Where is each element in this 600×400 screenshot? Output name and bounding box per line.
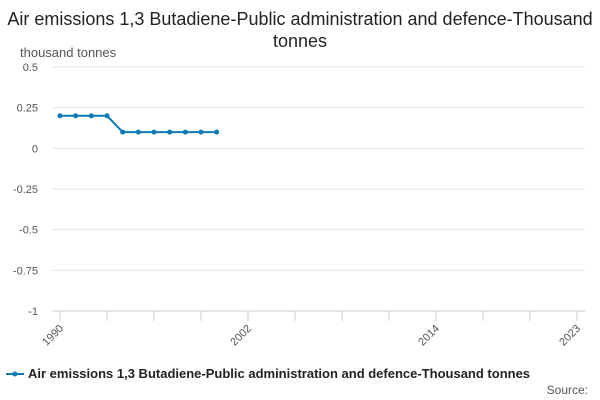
y-tick-label: -1 — [28, 306, 38, 318]
y-tick-label: -0.75 — [13, 265, 38, 277]
x-tick-label: 2002 — [228, 323, 254, 349]
legend-series-label: Air emissions 1,3 Butadiene-Public admin… — [28, 366, 531, 381]
x-tick-label: 2023 — [557, 323, 583, 349]
data-point — [135, 129, 141, 135]
data-point — [120, 129, 126, 135]
x-tick-label: 2014 — [416, 323, 442, 349]
chart-title: Air emissions 1,3 Butadiene-Public admin… — [7, 9, 593, 51]
data-point — [214, 129, 220, 135]
grid-layer — [52, 66, 585, 312]
data-point — [73, 113, 79, 119]
y-axis-ticks: 0.5 0.25 0 -0.25 -0.5 -0.75 -1 — [13, 62, 38, 318]
data-point — [151, 129, 157, 135]
y-tick-label: -0.25 — [13, 184, 38, 196]
series-layer — [57, 113, 220, 135]
data-point — [198, 129, 204, 135]
x-axis: 1990 2002 2014 2023 — [40, 310, 585, 349]
data-point — [57, 113, 63, 119]
y-tick-label: 0.5 — [23, 62, 38, 74]
y-axis-label: thousand tonnes — [20, 45, 117, 60]
y-tick-label: 0 — [32, 143, 38, 155]
y-tick-label: -0.5 — [19, 225, 38, 237]
y-tick-label: 0.25 — [17, 103, 38, 115]
data-point — [167, 129, 173, 135]
source-label: Source: — [546, 383, 588, 397]
x-tick-label: 1990 — [40, 323, 66, 349]
data-point — [182, 129, 188, 135]
legend[interactable]: Air emissions 1,3 Butadiene-Public admin… — [6, 366, 530, 381]
legend-line-marker-icon — [6, 371, 24, 376]
data-point — [88, 113, 94, 119]
data-point — [104, 113, 110, 119]
